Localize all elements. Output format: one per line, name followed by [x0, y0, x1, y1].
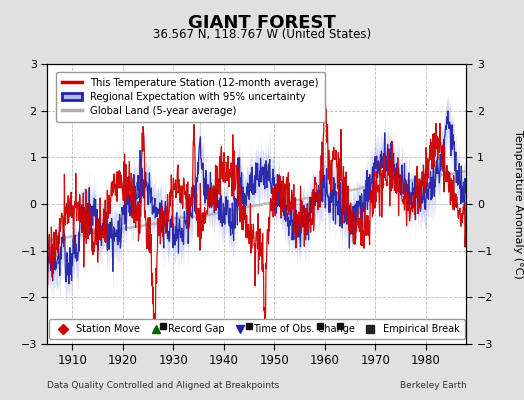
Text: Berkeley Earth: Berkeley Earth [400, 381, 466, 390]
Y-axis label: Temperature Anomaly (°C): Temperature Anomaly (°C) [512, 130, 523, 278]
Text: Data Quality Controlled and Aligned at Breakpoints: Data Quality Controlled and Aligned at B… [47, 381, 279, 390]
Text: GIANT FOREST: GIANT FOREST [188, 14, 336, 32]
Text: 36.567 N, 118.767 W (United States): 36.567 N, 118.767 W (United States) [153, 28, 371, 41]
Legend: Station Move, Record Gap, Time of Obs. Change, Empirical Break: Station Move, Record Gap, Time of Obs. C… [49, 320, 465, 339]
